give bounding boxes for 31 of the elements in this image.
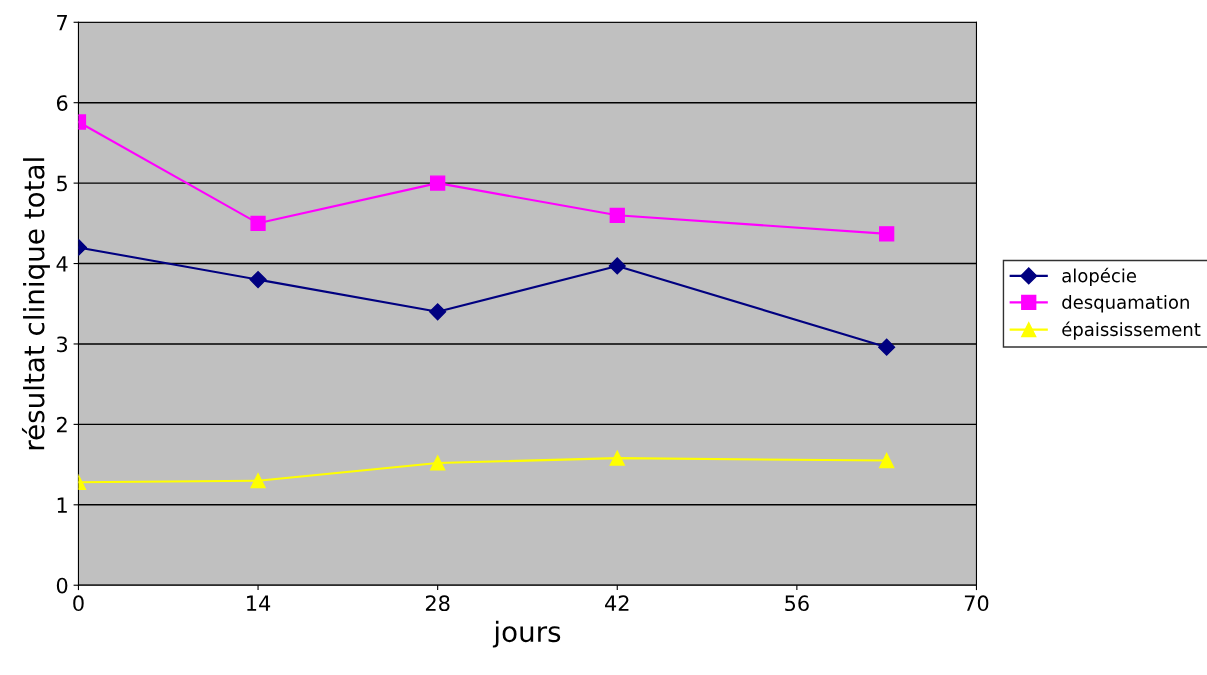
y-tick-label: 7 — [57, 15, 67, 31]
point — [879, 226, 895, 242]
y-axis-title: résultat clinique total — [21, 158, 50, 450]
point — [609, 450, 625, 466]
point — [609, 207, 625, 223]
point — [608, 257, 626, 275]
y-tick-label: 0 — [56, 577, 68, 594]
y-tick-label: 4 — [56, 256, 68, 272]
point — [879, 452, 895, 469]
x-tick-label: 70 — [964, 595, 989, 612]
point — [429, 303, 447, 321]
point — [878, 338, 896, 356]
x-axis-title: jours — [492, 620, 561, 648]
point — [430, 175, 446, 191]
x-tick-label: 14 — [247, 595, 271, 611]
point — [249, 271, 267, 289]
legend-label: alopécie — [1062, 267, 1137, 286]
point — [430, 455, 446, 471]
x-tick-label: 56 — [785, 595, 809, 612]
y-tick-label: 1 — [57, 497, 67, 513]
legend-label: épaississement — [1062, 321, 1201, 340]
point — [250, 473, 266, 489]
x-tick-label: 28 — [425, 595, 450, 612]
y-tick-label: 2 — [57, 416, 67, 433]
y-tick-label: 6 — [56, 95, 68, 111]
point — [250, 215, 266, 231]
legend-label: desquamation — [1062, 295, 1189, 313]
y-tick-label: 3 — [57, 336, 68, 353]
x-tick-label: 42 — [605, 595, 629, 611]
x-tick-label: 0 — [73, 595, 84, 612]
y-tick-label: 5 — [57, 175, 67, 192]
